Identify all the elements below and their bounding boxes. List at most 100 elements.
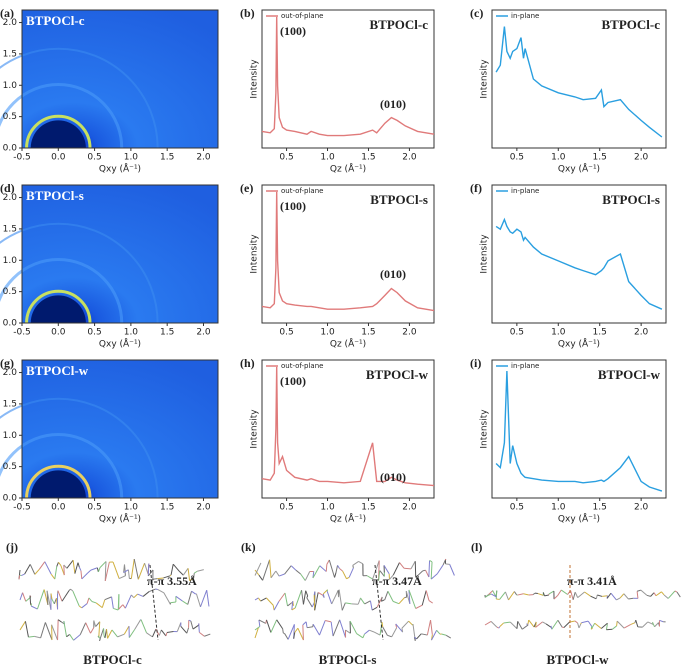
bond [399,562,405,569]
bond [206,590,210,607]
bond [291,601,294,611]
bond [29,564,36,575]
bond [302,624,304,641]
bond [325,620,332,623]
bond [528,619,535,628]
bond [581,620,589,624]
bond [284,633,289,640]
bond [77,562,80,568]
y-tick-label: 2.0 [3,368,18,378]
bond [30,605,38,610]
bond [58,562,62,566]
bond [304,571,311,581]
bond [197,569,204,572]
bond [200,589,208,608]
bond [74,562,79,574]
panel-title: BTPOCl-w [366,367,429,382]
bond [398,597,405,605]
bond [312,565,321,579]
line-series [261,366,435,487]
bond [38,561,46,570]
bond [366,575,373,580]
frame [21,184,219,324]
bond [122,604,126,609]
bond [587,620,593,627]
bond [574,591,579,598]
bond [278,573,285,577]
bond [537,593,544,596]
bond [266,597,274,606]
bond [387,590,394,602]
bond [570,590,574,600]
ring [25,114,92,149]
bond [118,575,126,580]
bond [95,602,103,608]
bond [142,591,150,597]
bond [69,634,74,641]
y-axis-label: Qz (Å⁻¹) [0,411,2,447]
bond [157,589,165,594]
legend-label: in-plane [511,362,539,370]
bond [597,594,603,597]
bond [34,635,41,639]
bond [557,589,562,596]
bond [654,622,659,628]
y-axis-label: Intensity [480,234,490,274]
bond [290,565,297,571]
panel-label: (i) [470,356,481,370]
bond [282,628,284,634]
bond [78,566,82,571]
bond [133,593,138,599]
peak-label: (100) [280,24,306,38]
bond [449,564,455,576]
bond [28,635,35,638]
bond [548,590,555,595]
x-axis-label: Qxy (Å⁻¹) [99,513,141,525]
x-tick-label: 1.0 [320,153,335,163]
bond [401,620,409,629]
bond [306,626,313,629]
bond [61,590,70,602]
bond [198,623,200,633]
bond [295,569,301,575]
x-tick-label: 1.5 [593,328,607,338]
y-tick-label: 0.0 [3,144,18,154]
x-tick-label: 1.0 [320,328,335,338]
bond [445,563,450,565]
bond [661,591,665,596]
molecular-packing [18,558,211,642]
bond [488,590,494,595]
bond [332,619,341,637]
structure-name: BTPOCl-w [546,652,609,667]
bond [652,622,656,627]
bond [330,621,334,637]
x-axis-label: Qz (Å⁻¹) [330,513,366,525]
bond [124,594,132,609]
bond [513,591,518,596]
bond [313,591,316,596]
y-axis-label: Intensity [250,409,260,449]
x-axis-label: Qxy (Å⁻¹) [558,338,600,350]
bond [430,620,433,635]
bond [254,597,259,601]
bond [283,632,285,635]
x-tick-label: 1.5 [593,153,607,163]
bond [499,591,506,600]
bond [140,619,147,633]
bond [57,590,63,602]
bond [85,622,91,634]
bond [392,600,400,605]
bond [180,626,188,634]
bond [175,595,183,602]
bond [606,592,612,599]
bond [563,620,571,628]
panel-title: BTPOCl-w [26,363,89,378]
bond [254,569,260,576]
bond [523,593,529,596]
x-tick-label: 0.5 [279,153,293,163]
x-tick-label: 0.5 [279,503,293,513]
bond [312,623,320,636]
bond [301,590,304,605]
panel-label: (d) [0,181,15,195]
bond [56,562,59,567]
